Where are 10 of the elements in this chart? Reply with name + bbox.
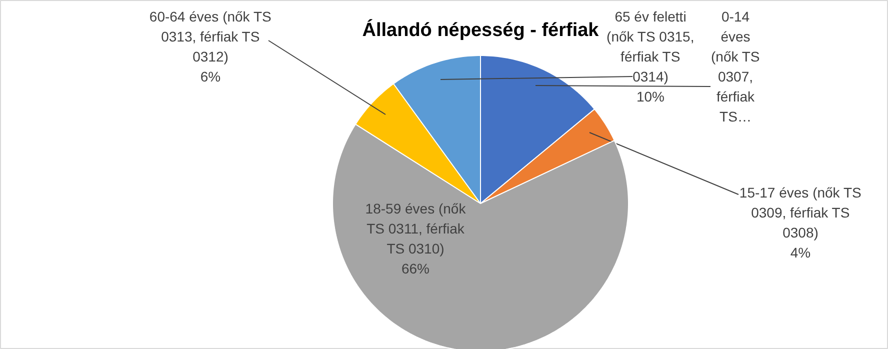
slice-label: 18-59 éves (nők TS 0311, férfiak TS 0310): [365, 200, 467, 256]
slice-label: 15-17 éves (nők TS 0309, férfiak TS 0308): [739, 184, 862, 240]
slice-label: 0-14 éves (nők TS 0307, férfiak TS…: [710, 8, 760, 124]
data-label: 6%: [200, 68, 221, 84]
text: Állandó népesség - férfiak: [362, 19, 600, 41]
data-label: 10%: [636, 88, 665, 104]
data-label: 66%: [401, 260, 430, 276]
slice-label: 65 év feletti (nők TS 0315, férfiak TS 0314): [606, 8, 694, 84]
slice-label: 60-64 éves (nők TS 0313, férfiak TS 0312): [149, 8, 272, 64]
data-label: 4%: [790, 244, 811, 260]
